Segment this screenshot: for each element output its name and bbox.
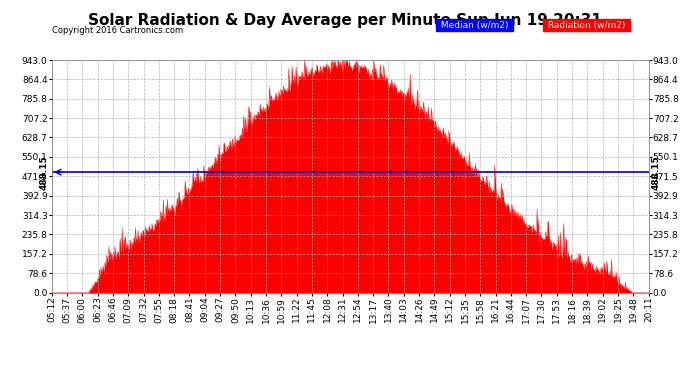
Text: Median (w/m2): Median (w/m2) [438, 21, 511, 30]
Text: Solar Radiation & Day Average per Minute Sun Jun 19 20:31: Solar Radiation & Day Average per Minute… [88, 13, 602, 28]
Text: 488.15: 488.15 [651, 155, 660, 189]
Text: Radiation (w/m2): Radiation (w/m2) [545, 21, 629, 30]
Text: Copyright 2016 Cartronics.com: Copyright 2016 Cartronics.com [52, 26, 183, 35]
Text: 488.15: 488.15 [40, 155, 49, 189]
